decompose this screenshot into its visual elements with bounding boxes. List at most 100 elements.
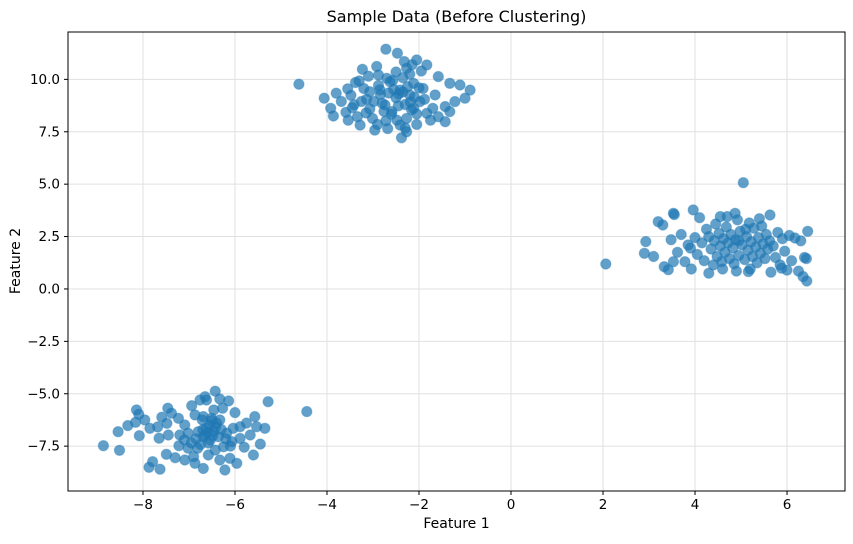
x-tick-label: 4 — [691, 497, 700, 513]
data-point — [249, 410, 261, 423]
x-tick-label: −8 — [133, 497, 153, 513]
data-point — [330, 87, 342, 99]
data-point — [427, 102, 439, 115]
data-point — [161, 417, 173, 429]
data-point — [765, 266, 777, 278]
x-tick-label: −6 — [225, 497, 245, 513]
data-point — [382, 122, 394, 135]
x-tick-label: 2 — [599, 497, 608, 513]
scatter-points — [97, 43, 814, 476]
data-point — [209, 385, 221, 397]
data-point — [354, 119, 366, 131]
data-point — [229, 406, 241, 419]
data-point — [459, 92, 471, 104]
data-point — [411, 118, 423, 131]
data-point — [368, 95, 380, 108]
data-point — [739, 223, 752, 235]
data-point — [675, 228, 687, 241]
data-point — [206, 414, 218, 427]
data-point — [244, 429, 256, 441]
data-point — [737, 177, 749, 189]
data-point — [215, 423, 227, 436]
data-point — [600, 258, 612, 270]
data-point — [640, 235, 652, 248]
data-point — [764, 209, 776, 221]
data-point — [401, 81, 414, 93]
x-tick-label: −2 — [409, 497, 429, 513]
data-point — [398, 55, 410, 68]
data-point — [216, 402, 229, 414]
data-point — [327, 110, 340, 122]
data-point — [224, 440, 237, 452]
data-point — [169, 452, 181, 464]
y-tick-label: 0.0 — [39, 281, 60, 297]
data-point — [767, 240, 779, 252]
data-point — [379, 99, 391, 111]
data-point — [178, 434, 191, 446]
data-point — [449, 95, 461, 108]
data-point — [418, 93, 431, 106]
data-point — [349, 76, 362, 89]
data-point — [679, 256, 691, 268]
data-point — [222, 395, 235, 407]
cluster-right — [600, 177, 814, 287]
data-point — [432, 70, 444, 83]
chart-title: Sample Data (Before Clustering) — [326, 7, 587, 26]
data-point — [795, 235, 807, 247]
y-tick-label: 7.5 — [39, 124, 60, 140]
data-point — [444, 77, 456, 90]
data-point — [424, 114, 437, 126]
data-point — [696, 237, 708, 249]
data-point — [391, 114, 403, 126]
data-point — [779, 245, 791, 257]
data-point — [691, 248, 703, 261]
data-point — [399, 122, 411, 134]
data-point — [464, 84, 476, 96]
data-point — [197, 424, 209, 436]
data-point — [652, 216, 664, 228]
data-point — [318, 92, 330, 104]
data-point — [219, 464, 231, 476]
y-tick-label: 10.0 — [30, 72, 60, 88]
data-point — [703, 267, 715, 279]
data-point — [360, 107, 372, 119]
data-point — [439, 116, 451, 128]
data-point — [404, 68, 416, 80]
x-tick-label: −4 — [317, 497, 337, 513]
data-point — [391, 47, 404, 59]
data-point — [254, 438, 266, 450]
data-point — [342, 83, 354, 95]
data-point — [214, 454, 226, 466]
y-tick-label: −7.5 — [27, 439, 60, 455]
data-point — [197, 462, 210, 475]
data-point — [802, 225, 814, 238]
y-tick-label: 2.5 — [39, 229, 60, 245]
x-tick-label: 6 — [783, 497, 792, 513]
data-point — [444, 105, 456, 118]
data-point — [801, 275, 813, 287]
data-point — [721, 210, 733, 223]
data-point — [262, 396, 274, 408]
data-point — [259, 422, 271, 434]
x-axis-label: Feature 1 — [423, 516, 490, 532]
data-point — [413, 82, 425, 94]
data-point — [415, 65, 427, 77]
axis-ticks: −8 −6 −4 −2 0 2 4 6 −7.5 −5.0 −2.5 0.0 2.5 5.0 7.5 10.0 — [27, 72, 791, 513]
data-point — [139, 414, 151, 426]
data-point — [355, 95, 368, 108]
data-point — [374, 84, 386, 96]
data-point — [231, 457, 243, 469]
data-point — [362, 70, 375, 82]
data-point — [200, 394, 213, 406]
data-point — [202, 449, 215, 461]
data-point — [162, 429, 175, 441]
data-point — [698, 255, 710, 267]
data-point — [647, 250, 660, 263]
axes-spines — [67, 31, 846, 492]
y-tick-label: −2.5 — [27, 334, 60, 350]
data-point — [112, 426, 124, 438]
data-point — [301, 405, 313, 418]
data-point — [143, 461, 155, 473]
data-point — [693, 212, 706, 224]
